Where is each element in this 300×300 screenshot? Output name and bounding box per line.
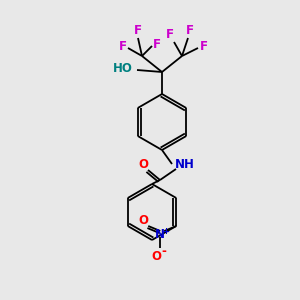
Text: N: N: [175, 158, 185, 172]
Text: H: H: [184, 158, 194, 172]
Text: F: F: [134, 25, 142, 38]
Text: O: O: [138, 158, 148, 170]
Text: +: +: [162, 226, 169, 236]
Text: O: O: [138, 214, 148, 227]
Text: N: N: [155, 229, 165, 242]
Text: -: -: [162, 245, 167, 259]
Text: F: F: [119, 40, 127, 53]
Text: F: F: [166, 28, 174, 41]
Text: HO: HO: [113, 62, 133, 76]
Text: F: F: [153, 38, 161, 52]
Text: F: F: [200, 40, 208, 53]
Text: O: O: [151, 250, 161, 262]
Text: F: F: [186, 25, 194, 38]
